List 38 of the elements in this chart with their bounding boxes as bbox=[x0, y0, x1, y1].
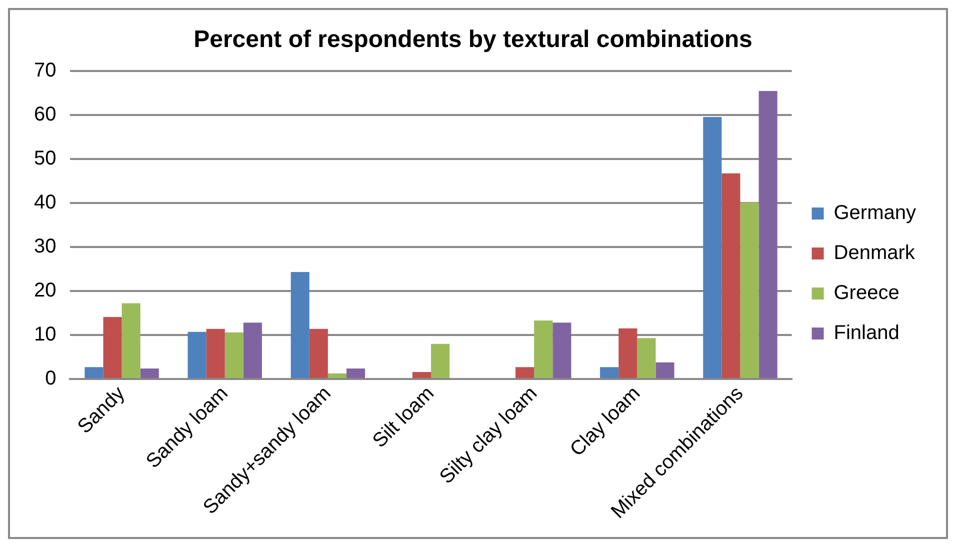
bar bbox=[84, 367, 104, 378]
y-tick-label: 60 bbox=[34, 103, 56, 126]
bar bbox=[552, 322, 572, 378]
bar bbox=[516, 367, 534, 378]
bar bbox=[290, 272, 310, 378]
bar bbox=[224, 332, 244, 378]
bar bbox=[328, 373, 346, 378]
bar bbox=[740, 202, 759, 378]
chart-title: Percent of respondents by textural combinations bbox=[194, 26, 752, 54]
bar bbox=[534, 320, 553, 378]
bar bbox=[122, 303, 140, 378]
y-tick-label: 20 bbox=[34, 279, 56, 302]
bar bbox=[412, 372, 431, 378]
y-tick-label: 40 bbox=[34, 191, 56, 214]
legend-label: Greece bbox=[834, 282, 900, 304]
bar bbox=[206, 328, 225, 378]
bar bbox=[103, 316, 122, 378]
y-tick-label: 30 bbox=[34, 235, 56, 258]
bar bbox=[431, 344, 450, 378]
bar bbox=[346, 368, 366, 378]
y-tick-label: 10 bbox=[34, 324, 56, 346]
bar bbox=[722, 173, 740, 378]
bar bbox=[600, 367, 619, 378]
bar bbox=[309, 328, 328, 378]
bar bbox=[637, 338, 656, 378]
y-tick-label: 70 bbox=[34, 59, 56, 82]
bar bbox=[758, 91, 778, 378]
bar bbox=[243, 322, 262, 378]
bar bbox=[140, 368, 159, 378]
legend-label: Denmark bbox=[834, 242, 916, 264]
bar bbox=[188, 332, 206, 378]
y-tick-label: 0 bbox=[45, 368, 56, 390]
bar bbox=[703, 117, 722, 378]
bar bbox=[618, 328, 638, 378]
legend-label: Finland bbox=[834, 322, 900, 344]
bar bbox=[656, 362, 674, 378]
legend-label: Germany bbox=[834, 202, 916, 224]
y-tick-label: 50 bbox=[34, 147, 56, 170]
